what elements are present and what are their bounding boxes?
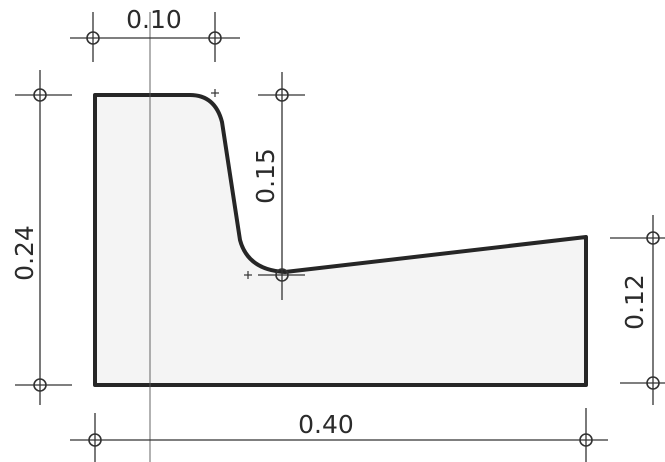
dimension-marker — [88, 433, 102, 447]
dimension-marker — [646, 231, 660, 245]
dimension-top-width: 0.10 — [70, 5, 240, 62]
dimension-right-height: 0.12 — [610, 215, 665, 405]
dimension-label-left-height: 0.24 — [10, 225, 39, 281]
dimension-bottom-width: 0.40 — [70, 408, 608, 462]
dimension-label-top-width: 0.10 — [126, 5, 182, 34]
dimension-marker — [579, 433, 593, 447]
dimension-marker — [646, 376, 660, 390]
dimension-left-height: 0.24 — [10, 70, 72, 405]
dimension-marker — [208, 31, 222, 45]
tangent-mark-bottom — [244, 271, 252, 279]
dimension-middle-height: 0.15 — [251, 72, 305, 300]
dimension-label-right-height: 0.12 — [620, 274, 649, 330]
dimension-marker — [275, 88, 289, 102]
dimension-label-middle-height: 0.15 — [251, 148, 280, 204]
cross-section-profile — [93, 93, 588, 387]
dimension-label-bottom-width: 0.40 — [298, 410, 354, 439]
dimension-marker — [275, 268, 289, 282]
dimension-marker — [33, 378, 47, 392]
tangent-mark-top — [211, 89, 219, 97]
dimension-marker — [33, 88, 47, 102]
dimension-marker — [86, 31, 100, 45]
